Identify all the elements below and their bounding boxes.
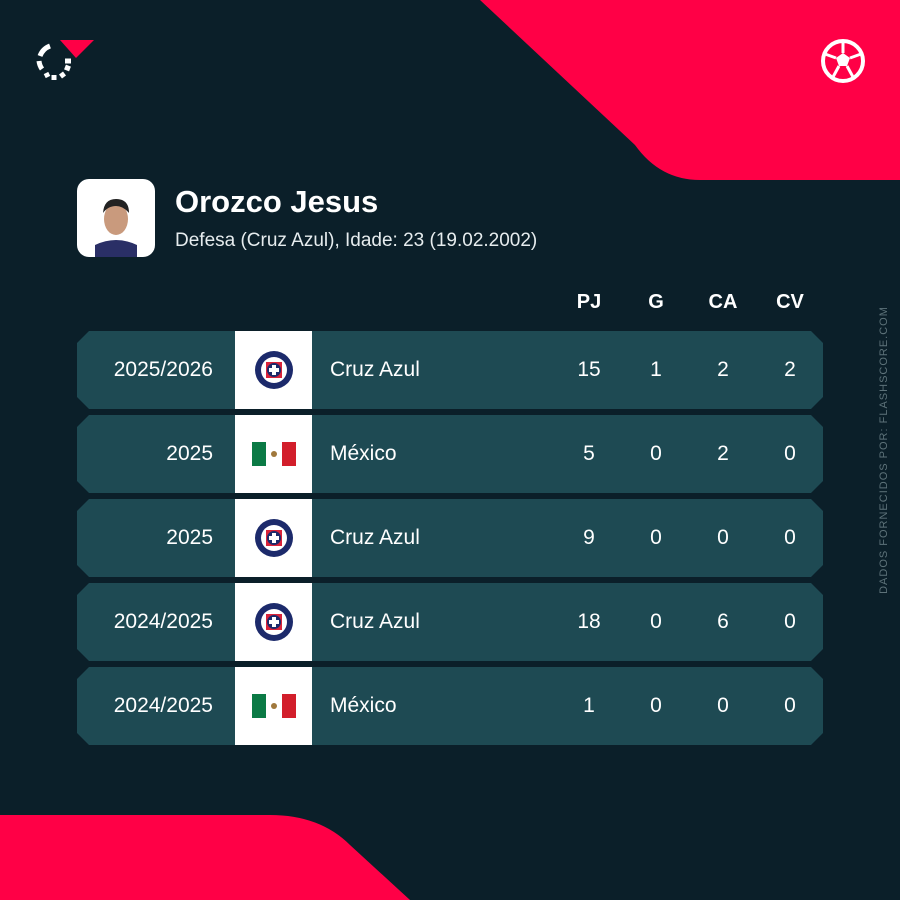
cruz-azul-crest [235,583,312,661]
ca-value: 0 [717,694,729,717]
g-value: 0 [650,526,662,549]
mexico-flag [235,415,312,493]
stats-row: 2025/2026 Cruz Azul 15 1 2 2 [77,331,823,409]
pj-value: 9 [583,526,595,549]
player-photo [77,179,155,257]
stats-row: 2024/2025 Cruz Azul 18 0 6 0 [77,583,823,661]
team-name: México [330,694,397,717]
season: 2025/2026 [113,358,213,381]
player-name: Orozco Jesus [175,184,379,219]
team-name: Cruz Azul [330,358,420,381]
team-name: México [330,442,397,465]
soccer-ball-icon [821,39,865,83]
g-value: 0 [650,610,662,633]
g-value: 1 [650,358,662,381]
cv-value: 2 [784,358,796,381]
g-value: 0 [650,694,662,717]
season: 2024/2025 [113,694,213,717]
stats-row: 2024/2025 México 1 0 0 0 [77,667,823,745]
season: 2025 [166,526,213,549]
pj-value: 5 [583,442,595,465]
season: 2024/2025 [113,610,213,633]
column-header-ca: CA [708,291,738,313]
data-credit: DADOS FORNECIDOS POR: FLASHSCORE.COM [878,306,890,594]
cv-value: 0 [784,694,796,717]
ca-value: 6 [717,610,729,633]
mexico-flag [235,667,312,745]
flashscore-logo [36,40,94,80]
cv-value: 0 [784,526,796,549]
stats-row: 2025 Cruz Azul 9 0 0 0 [77,499,823,577]
cruz-azul-crest [235,331,312,409]
column-header-g: G [648,291,664,313]
pj-value: 15 [577,358,601,381]
team-name: Cruz Azul [330,610,420,633]
g-value: 0 [650,442,662,465]
ca-value: 2 [717,442,729,465]
pj-value: 18 [577,610,601,633]
cv-value: 0 [784,610,796,633]
column-header-cv: CV [776,291,804,313]
column-header-pj: PJ [576,291,602,313]
team-name: Cruz Azul [330,526,420,549]
cruz-azul-crest [235,499,312,577]
stats-row: 2025 México 5 0 2 0 [77,415,823,493]
ca-value: 2 [717,358,729,381]
pj-value: 1 [583,694,595,717]
player-info: Defesa (Cruz Azul), Idade: 23 (19.02.200… [175,230,538,251]
cv-value: 0 [784,442,796,465]
season: 2025 [166,442,213,465]
ca-value: 0 [717,526,729,549]
